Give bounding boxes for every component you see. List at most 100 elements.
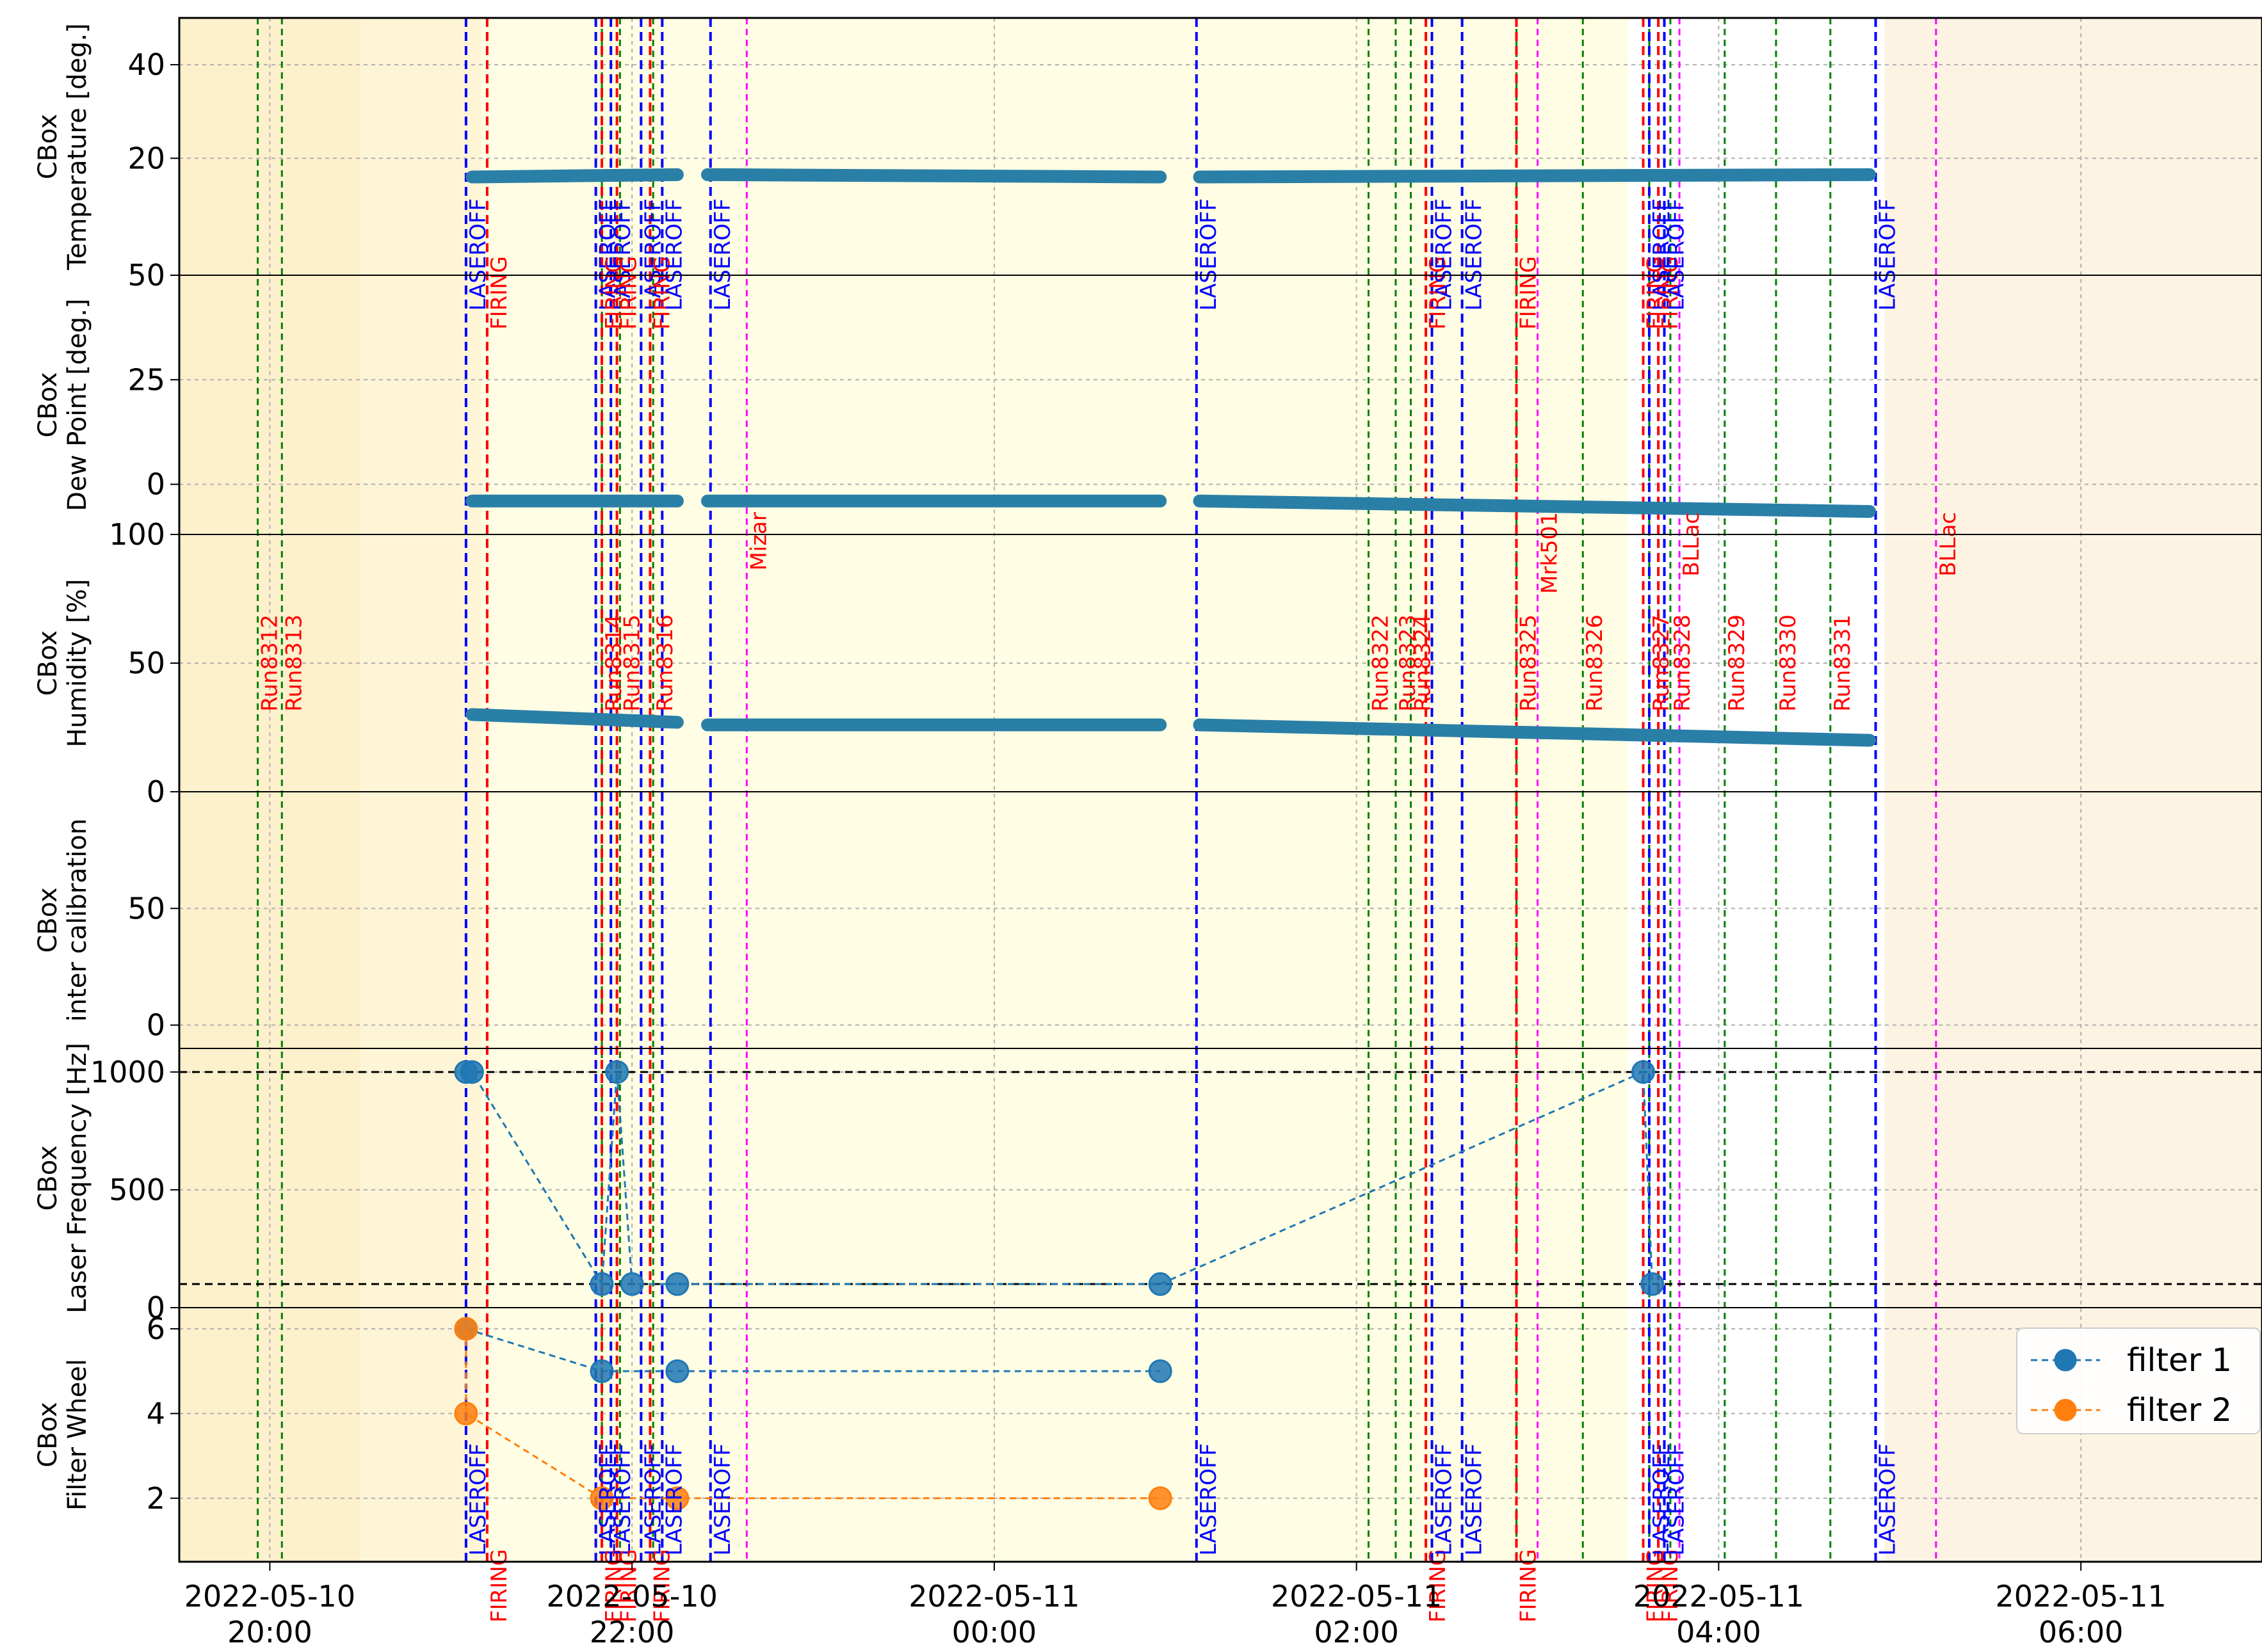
filter-data-point: [1148, 1486, 1172, 1511]
y-axis-label-line: CBox: [33, 372, 63, 437]
x-tick-label-line: 2022-05-11: [1995, 1579, 2166, 1614]
temp-data-band: [701, 168, 1167, 184]
run-label: Run8313: [281, 614, 307, 712]
y-axis-label: CBoxDew Point [deg.]: [33, 298, 92, 511]
y-tick-label: 0: [147, 774, 165, 809]
laseroff-label: LASEROFF: [710, 198, 736, 311]
firing-label: FIRING: [1516, 1549, 1542, 1623]
run-label: Run8312: [257, 614, 283, 712]
y-axis-label: CBoxLaser Frequency [Hz]: [33, 1043, 92, 1313]
laseroff-label: LASEROFF: [610, 1443, 636, 1556]
target-label: Mrk501: [1537, 512, 1563, 594]
x-tick-label: 2022-05-10 22:00: [547, 1579, 718, 1649]
y-axis-label-line: Temperature [deg.]: [63, 23, 92, 270]
legend-label: filter 2: [2127, 1391, 2232, 1429]
legend: filter 1 filter 2: [2016, 1327, 2261, 1434]
legend-marker: [2054, 1349, 2077, 1372]
y-axis-label-line: Dew Point [deg.]: [63, 298, 92, 511]
y-tick-label: 25: [127, 362, 165, 397]
laseroff-label: LASEROFF: [1462, 198, 1487, 311]
y-axis-label: CBoxinter calibration: [33, 819, 92, 1022]
x-tick-label: 2022-05-11 06:00: [1995, 1579, 2166, 1649]
y-tick-label: 4: [147, 1396, 165, 1431]
run-label: Run8316: [652, 614, 678, 712]
firing-label: FIRING: [601, 256, 627, 330]
y-axis-label-line: CBox: [33, 1145, 63, 1210]
x-tick-label-line: 2022-05-10: [184, 1579, 355, 1614]
x-tick-label-line: 20:00: [227, 1615, 312, 1649]
freq-data-point: [665, 1272, 690, 1296]
laseroff-label: LASEROFF: [1649, 1443, 1674, 1556]
y-axis-label-line: Humidity [%]: [63, 579, 92, 747]
laseroff-label: LASEROFF: [465, 1443, 491, 1556]
laseroff-label: LASEROFF: [640, 1443, 666, 1556]
freq-data-point: [605, 1060, 629, 1084]
y-tick-label: 0: [147, 1290, 165, 1325]
freq-data-point: [620, 1272, 644, 1296]
x-tick-label-line: 22:00: [590, 1615, 675, 1649]
filter-data-point: [665, 1359, 690, 1383]
laseroff-label: LASEROFF: [610, 198, 636, 311]
laseroff-label: LASEROFF: [1196, 198, 1222, 311]
y-tick-label: 50: [127, 646, 165, 680]
x-tick-label-line: 02:00: [1314, 1615, 1399, 1649]
legend-label: filter 1: [2127, 1342, 2232, 1379]
y-axis-label-line: CBox: [33, 114, 63, 179]
y-axis-label-line: CBox: [33, 630, 63, 696]
laseroff-label: LASEROFF: [1462, 1443, 1487, 1556]
freq-data-point: [460, 1060, 484, 1084]
y-axis-label-line: Filter Wheel: [63, 1359, 92, 1511]
firing-label: FIRING: [487, 1549, 512, 1623]
run-label: Run8327: [1649, 614, 1674, 712]
y-tick-label: 1000: [90, 1055, 165, 1089]
y-axis-label-line: Laser Frequency [Hz]: [63, 1043, 92, 1313]
x-tick-label: 2022-05-11 04:00: [1633, 1579, 1804, 1649]
run-label: Run8329: [1724, 614, 1750, 712]
y-tick-label: 0: [147, 467, 165, 502]
y-tick-label: 100: [109, 517, 165, 552]
run-label: Run8328: [1670, 614, 1695, 712]
x-tick-label: 2022-05-10 20:00: [184, 1579, 355, 1649]
run-label: Run8326: [1582, 614, 1608, 712]
y-tick-label: 50: [127, 258, 165, 293]
x-tick-label: 2022-05-11 02:00: [1271, 1579, 1442, 1649]
filter-series-line: [465, 1327, 1161, 1372]
y-axis-label-line: CBox: [33, 887, 63, 952]
run-label: Run8331: [1830, 614, 1855, 712]
temp-data-band: [465, 168, 684, 184]
laseroff-label: LASEROFF: [465, 198, 491, 311]
laseroff-label: LASEROFF: [1875, 198, 1901, 311]
filter-data-point: [590, 1359, 614, 1383]
laseroff-label: LASEROFF: [1875, 1443, 1901, 1556]
laseroff-label: LASEROFF: [1432, 198, 1457, 311]
dew-data-band: [1193, 494, 1877, 518]
run-label: Run8323: [1395, 614, 1421, 712]
x-tick-label: 2022-05-11 00:00: [909, 1579, 1079, 1649]
firing-label: FIRING: [1643, 256, 1668, 330]
firing-label: FIRING: [649, 256, 675, 330]
laseroff-label: LASEROFF: [595, 198, 621, 311]
firing-label: FIRING: [1516, 256, 1542, 330]
freq-data-point: [1640, 1272, 1665, 1296]
x-tick-label-line: 2022-05-11: [909, 1579, 1079, 1614]
firing-label: FIRING: [487, 256, 512, 330]
filter-data-point: [665, 1486, 690, 1511]
run-label: Run8314: [601, 614, 627, 712]
laseroff-label: LASEROFF: [710, 1443, 736, 1556]
laseroff-label: LASEROFF: [1664, 198, 1690, 311]
run-label: Run8322: [1368, 614, 1394, 712]
firing-label: FIRING: [1425, 256, 1451, 330]
temp-data-band: [1193, 168, 1877, 184]
target-label: Mizar: [746, 512, 772, 570]
freq-data-point: [1631, 1060, 1656, 1084]
run-label: Run8315: [619, 614, 645, 712]
laseroff-label: LASEROFF: [661, 198, 687, 311]
filter-data-point: [1148, 1359, 1172, 1383]
laseroff-label: LASEROFF: [595, 1443, 621, 1556]
laseroff-label: LASEROFF: [661, 1443, 687, 1556]
legend-marker: [2054, 1399, 2077, 1422]
plot-frame: [178, 17, 2262, 1563]
run-label: Run8325: [1516, 614, 1542, 712]
